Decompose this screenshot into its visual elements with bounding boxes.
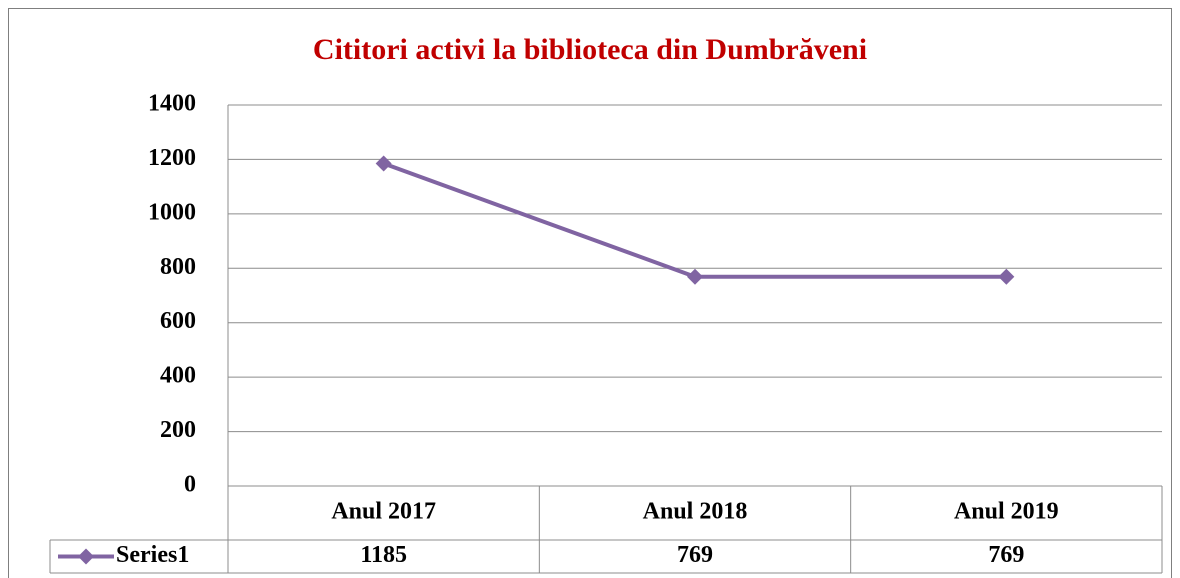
y-tick-label: 200 [160,417,196,443]
point-marker [687,268,703,285]
y-tick-label: 600 [160,308,196,334]
y-tick-label: 1400 [148,91,196,117]
y-tick-label: 400 [160,363,196,389]
legend-label: Series1 [116,542,189,568]
x-tick-label: Anul 2019 [954,499,1059,525]
y-tick-label: 1000 [148,199,196,225]
x-tick-label: Anul 2018 [643,499,748,525]
point-marker [998,268,1015,285]
point-marker [375,155,392,172]
table-value: 1185 [360,542,407,568]
table-value: 769 [988,542,1024,568]
series-line [382,161,1007,279]
x-tick-label: Anul 2017 [331,499,436,525]
y-tick-label: 1200 [148,145,196,171]
chart-title: Cititori activi la biblioteca din Dumbră… [313,33,867,66]
table-value: 769 [677,542,713,568]
chart-border [8,8,1172,578]
legend-marker [78,548,94,565]
y-tick-label: 800 [160,254,196,280]
y-tick-label: 0 [184,472,196,498]
